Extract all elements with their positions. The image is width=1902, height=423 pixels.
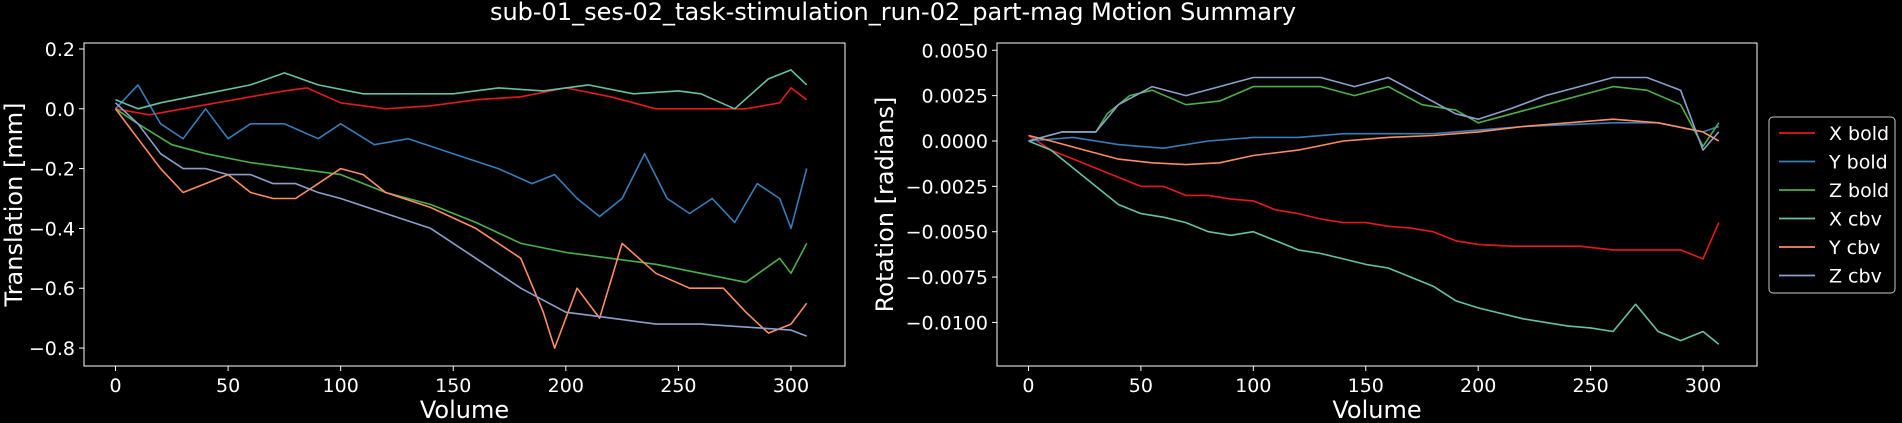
y-tick-label: −0.8 bbox=[29, 338, 75, 360]
x-tick-label: 300 bbox=[773, 375, 809, 397]
y-tick-label: −0.6 bbox=[29, 278, 75, 300]
x-tick-label: 50 bbox=[216, 375, 240, 397]
x-tick-label: 300 bbox=[1685, 375, 1721, 397]
translation-subplot: 0 50 100 150 200 250 300 0.2 0.0 −0.2 −0.4 −0.6 −0.8… bbox=[0, 39, 846, 423]
y-tick-label: 0.0 bbox=[45, 99, 75, 121]
x-tick-label: 200 bbox=[548, 375, 584, 397]
axes-frame bbox=[996, 42, 1758, 367]
series-line-y-cbv bbox=[1028, 118, 1720, 166]
legend-label: Y bold bbox=[1828, 152, 1888, 174]
x-tick-label: 250 bbox=[660, 375, 696, 397]
series-line-y-cbv bbox=[114, 108, 808, 349]
x-tick-label: 150 bbox=[435, 375, 471, 397]
series-line-z-cbv bbox=[1028, 76, 1720, 151]
series-line-y-bold bbox=[1028, 122, 1720, 149]
y-tick-label: −0.2 bbox=[29, 159, 75, 181]
y-tick-label: 0.0000 bbox=[922, 131, 988, 153]
y-tick-label: 0.0050 bbox=[922, 40, 988, 62]
x-axis-label: Volume bbox=[420, 396, 509, 423]
series-line-y-bold bbox=[114, 84, 808, 230]
series-line-x-bold bbox=[115, 87, 808, 116]
x-tick-label: 150 bbox=[1348, 375, 1384, 397]
x-tick-label: 0 bbox=[1022, 375, 1034, 397]
y-tick-label: 0.2 bbox=[45, 39, 75, 61]
series-line-z-bold bbox=[1028, 85, 1720, 148]
legend-label: Z cbv bbox=[1829, 266, 1882, 288]
y-axis-label: Translation [mm] bbox=[0, 103, 28, 308]
series-line-x-cbv bbox=[1028, 140, 1720, 345]
y-tick-label: −0.0025 bbox=[906, 176, 988, 198]
x-tick-label: 100 bbox=[1235, 375, 1271, 397]
x-tick-label: 0 bbox=[109, 375, 121, 397]
x-tick-label: 250 bbox=[1572, 375, 1608, 397]
x-tick-label: 50 bbox=[1129, 375, 1153, 397]
y-tick-label: 0.0025 bbox=[922, 86, 988, 108]
x-tick-label: 200 bbox=[1460, 375, 1496, 397]
legend-label: X bold bbox=[1829, 123, 1889, 145]
y-tick-label: −0.0050 bbox=[906, 222, 988, 244]
series-line-z-bold bbox=[115, 108, 808, 284]
rotation-subplot: 0 50 100 150 200 250 300 0.0050 0.0025 0.0000 −0.0… bbox=[871, 40, 1758, 423]
legend-label: Y cbv bbox=[1828, 237, 1880, 259]
x-tick-label: 100 bbox=[323, 375, 359, 397]
legend-label: X cbv bbox=[1829, 209, 1882, 231]
y-tick-label: −0.0075 bbox=[906, 267, 988, 289]
series-line-x-bold bbox=[1028, 134, 1720, 260]
x-axis-label: Volume bbox=[1332, 396, 1421, 423]
legend: X bold Y bold Z bold X cbv Y cbv Z cbv bbox=[1768, 116, 1896, 294]
y-tick-label: −0.4 bbox=[29, 218, 75, 240]
y-axis-label: Rotation [radians] bbox=[871, 97, 899, 313]
legend-label: Z bold bbox=[1829, 180, 1889, 202]
y-tick-label: −0.0100 bbox=[906, 312, 988, 334]
series-line-z-cbv bbox=[114, 102, 807, 337]
axes-frame bbox=[83, 42, 846, 367]
figure-title: sub-01_ses-02_task-stimulation_run-02_pa… bbox=[490, 0, 1296, 26]
series-line-x-cbv bbox=[115, 69, 808, 110]
